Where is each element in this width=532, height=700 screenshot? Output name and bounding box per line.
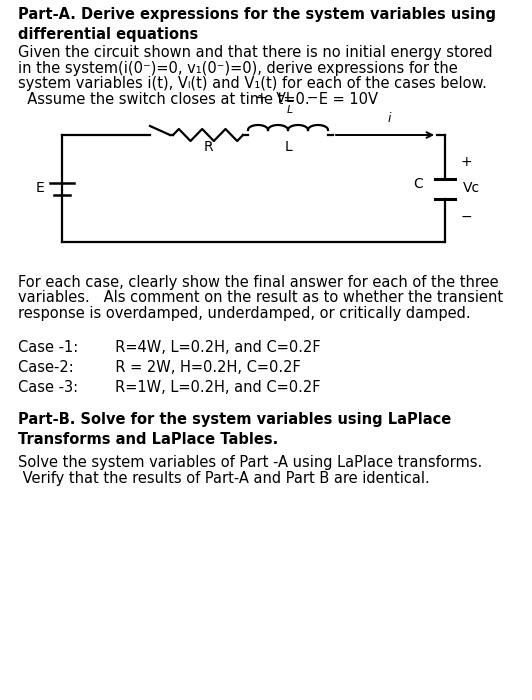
Text: E: E [35, 181, 44, 195]
Text: Verify that the results of Part-A and Part B are identical.: Verify that the results of Part-A and Pa… [18, 470, 430, 486]
Text: in the system(i(0⁻)=0, v₁(0⁻)=0), derive expressions for the: in the system(i(0⁻)=0, v₁(0⁻)=0), derive… [18, 60, 458, 76]
Text: L: L [287, 105, 293, 115]
Text: response is overdamped, underdamped, or critically damped.: response is overdamped, underdamped, or … [18, 306, 471, 321]
Text: Case -1:        R=4W, L=0.2H, and C=0.2F: Case -1: R=4W, L=0.2H, and C=0.2F [18, 340, 321, 355]
Text: R: R [203, 140, 213, 154]
Text: system variables i(t), Vₗ(t) and V₁(t) for each of the cases below.: system variables i(t), Vₗ(t) and V₁(t) f… [18, 76, 487, 91]
Text: Solve the system variables of Part -A using LaPlace transforms.: Solve the system variables of Part -A us… [18, 455, 482, 470]
Text: Given the circuit shown and that there is no initial energy stored: Given the circuit shown and that there i… [18, 45, 493, 60]
Text: +  VL   −: + VL − [256, 91, 318, 105]
Text: Assume the switch closes at time t=0.  E = 10V: Assume the switch closes at time t=0. E … [18, 92, 378, 106]
Text: Part-B. Solve for the system variables using LaPlace
Transforms and LaPlace Tabl: Part-B. Solve for the system variables u… [18, 412, 451, 447]
Text: Vc: Vc [463, 181, 480, 195]
Text: i: i [387, 112, 390, 125]
Text: −: − [461, 209, 472, 223]
Text: L: L [284, 140, 292, 154]
Text: Case-2:         R = 2W, H=0.2H, C=0.2F: Case-2: R = 2W, H=0.2H, C=0.2F [18, 360, 301, 375]
Text: +: + [461, 155, 472, 169]
Text: C: C [413, 178, 423, 192]
Text: variables.   Als comment on the result as to whether the transient: variables. Als comment on the result as … [18, 290, 503, 305]
Text: Case -3:        R=1W, L=0.2H, and C=0.2F: Case -3: R=1W, L=0.2H, and C=0.2F [18, 380, 320, 395]
Text: Part-A. Derive expressions for the system variables using
differential equations: Part-A. Derive expressions for the syste… [18, 7, 496, 42]
Text: For each case, clearly show the final answer for each of the three: For each case, clearly show the final an… [18, 275, 498, 290]
